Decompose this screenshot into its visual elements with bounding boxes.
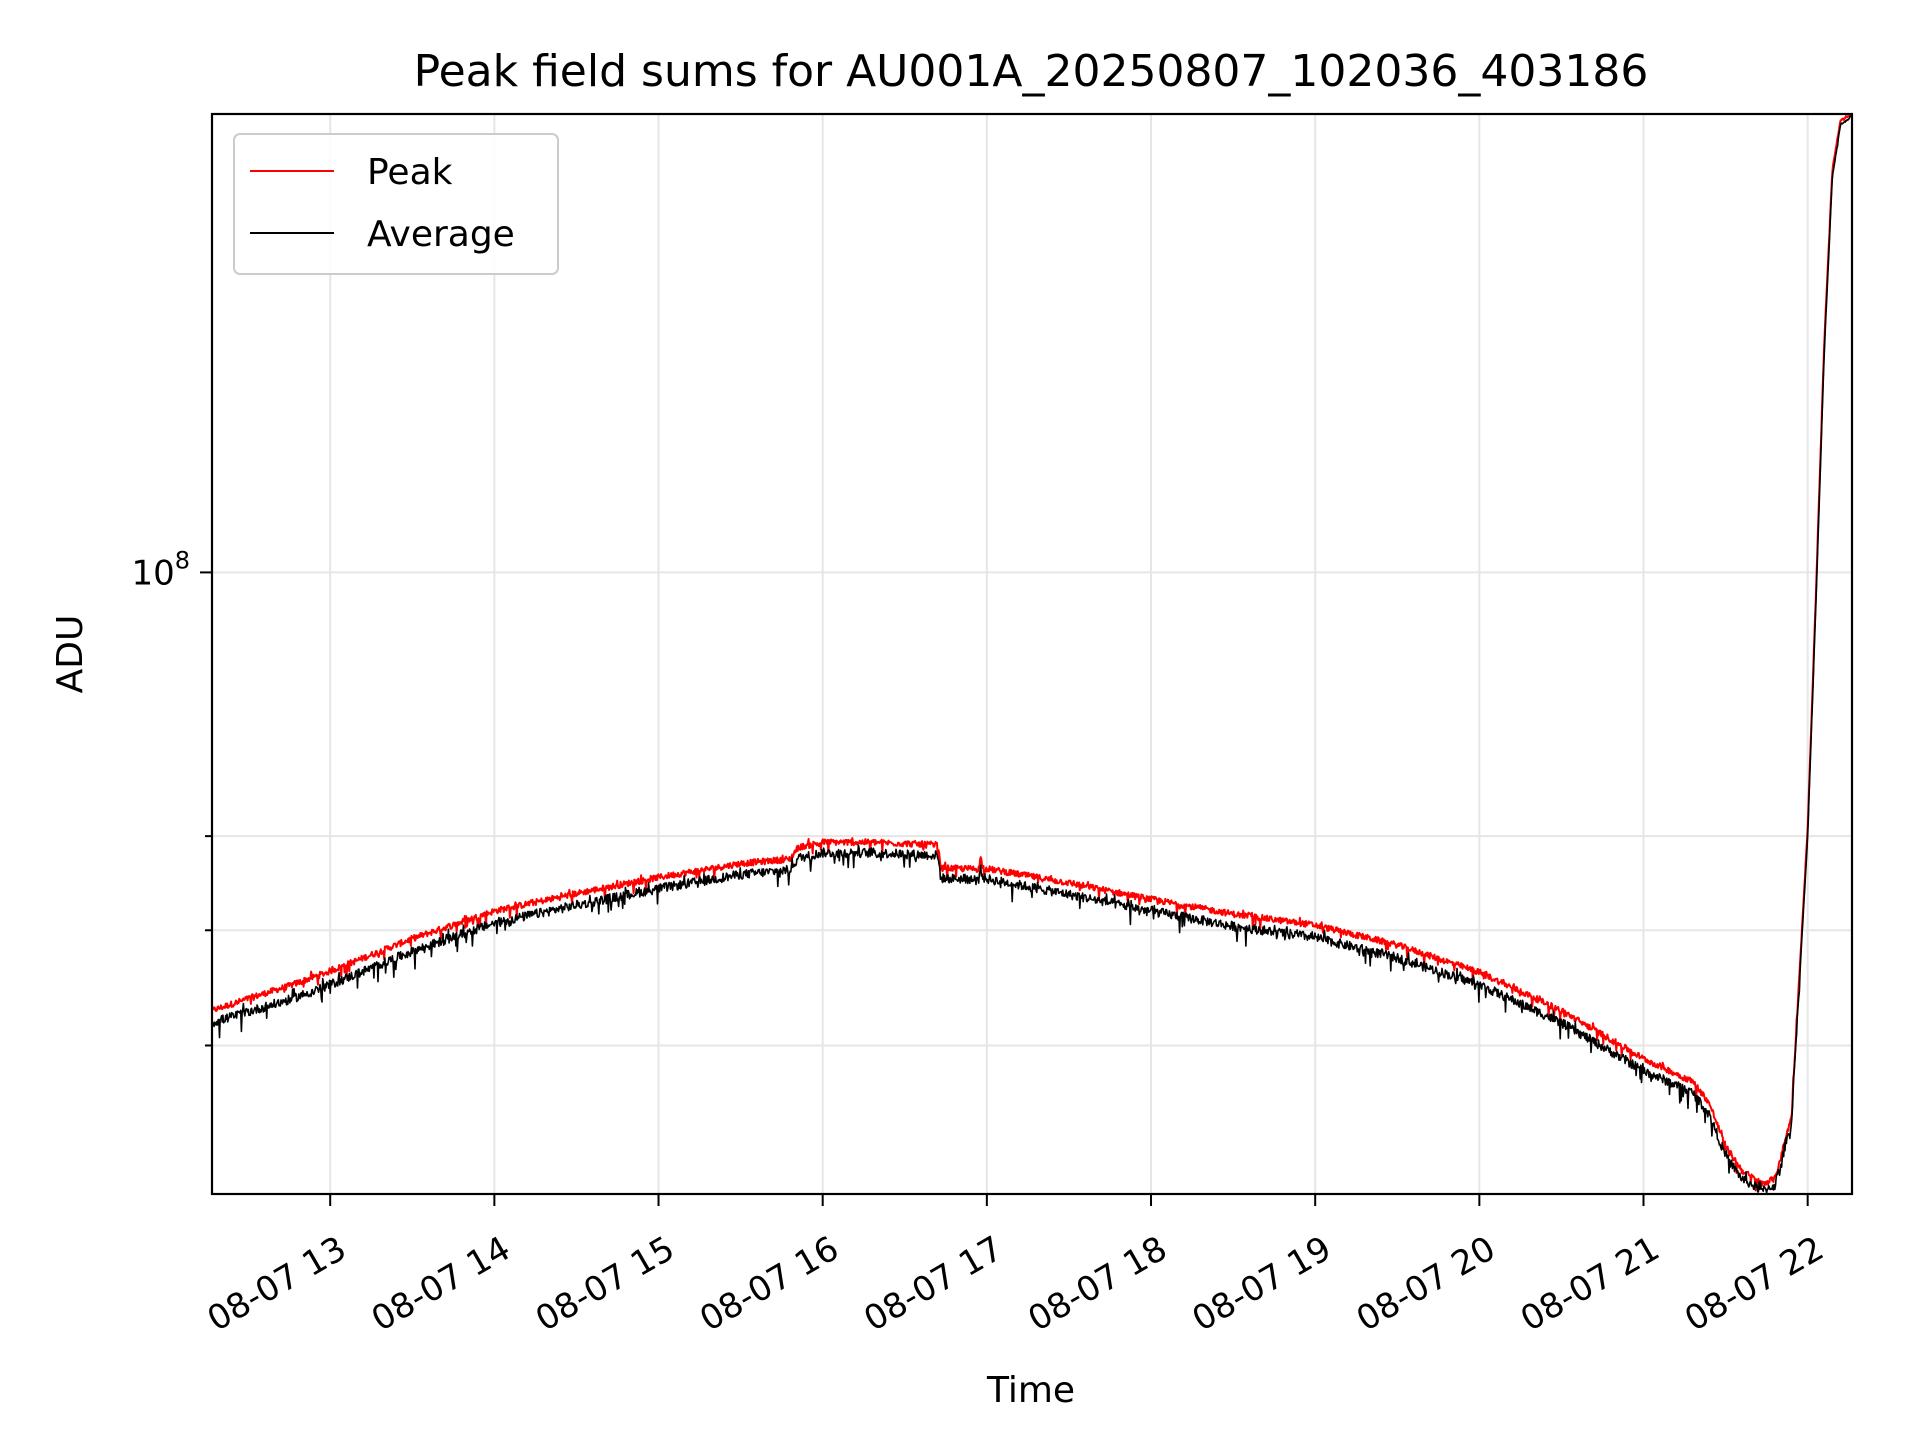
series-layer: [212, 114, 1852, 1194]
legend-label-average: Average: [367, 214, 515, 255]
series-line-peak: [212, 114, 1852, 1192]
legend-box: [233, 133, 559, 275]
legend: Peak Average: [233, 133, 559, 275]
legend-label-peak: Peak: [367, 152, 453, 193]
y-tick-label: 108: [131, 546, 190, 593]
chart-title: Peak field sums for AU001A_20250807_1020…: [414, 46, 1649, 97]
x-axis-label: Time: [986, 1370, 1075, 1411]
y-axis-label: ADU: [50, 615, 91, 694]
plot-frame: [210, 112, 1854, 1196]
series-line-average: [212, 115, 1852, 1194]
grid-layer: [212, 114, 1852, 1194]
